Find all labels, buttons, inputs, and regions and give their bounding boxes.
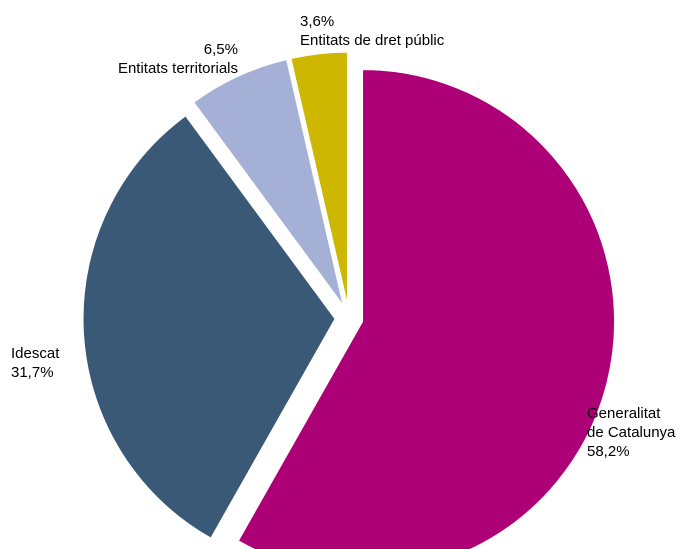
slice-territorials: [193, 59, 344, 306]
slice-label-idescat: Idescat 31,7%: [11, 344, 59, 382]
slice-dret-public: [290, 51, 348, 305]
slice-label-territorials: 6,5% Entitats territorials: [84, 40, 238, 78]
slice-idescat: [82, 115, 336, 539]
slice-label-generalitat-line1: Generalitat: [587, 405, 661, 422]
slice-label-dret-public: 3,6% Entitats de dret públic: [300, 12, 444, 50]
slice-generalitat: [237, 69, 616, 549]
slice-label-generalitat: Generalitat de Catalunya 58,2%: [587, 404, 675, 461]
slice-value-idescat: 31,7%: [11, 364, 54, 381]
slice-label-generalitat-line2: de Catalunya: [587, 424, 676, 441]
slice-label-territorials-line1: Entitats territorials: [117, 60, 238, 77]
slice-label-dret-public-line1: Entitats de dret públic: [300, 32, 445, 49]
slice-value-territorials: 6,5%: [203, 41, 238, 58]
slice-label-idescat-line1: Idescat: [11, 345, 60, 362]
slice-value-dret-public: 3,6%: [300, 13, 335, 30]
slice-value-generalitat: 58,2%: [587, 443, 630, 460]
